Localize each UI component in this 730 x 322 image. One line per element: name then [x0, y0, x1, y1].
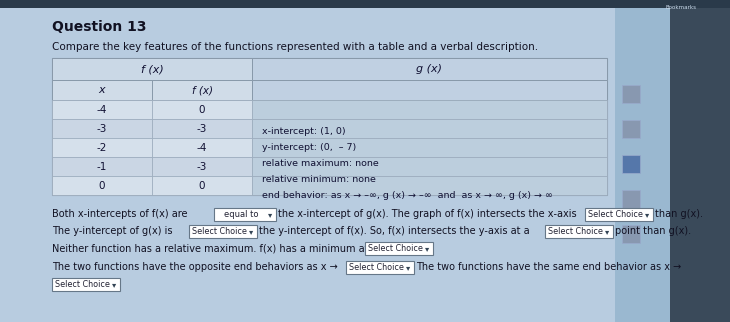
- Text: Select Choice: Select Choice: [588, 210, 642, 219]
- Bar: [0, 0, 730, 8]
- Bar: [152, 176, 252, 195]
- Text: -3: -3: [197, 124, 207, 134]
- Bar: [622, 85, 640, 103]
- Bar: [585, 208, 653, 221]
- Bar: [252, 157, 607, 176]
- Text: ▾: ▾: [645, 210, 649, 219]
- Bar: [252, 138, 607, 157]
- Bar: [152, 80, 252, 100]
- Bar: [252, 58, 607, 80]
- Text: the x-intercept of g(x). The graph of f(x) intersects the x-axis: the x-intercept of g(x). The graph of f(…: [278, 209, 577, 219]
- Text: -1: -1: [97, 162, 107, 172]
- Text: -2: -2: [97, 143, 107, 153]
- Bar: [622, 190, 640, 208]
- Bar: [52, 119, 152, 138]
- Bar: [252, 119, 607, 138]
- Bar: [670, 0, 730, 322]
- Bar: [152, 138, 252, 157]
- Text: The y-intercept of g(x) is: The y-intercept of g(x) is: [52, 226, 172, 236]
- Text: Neither function has a relative maximum. f(x) has a minimum at: Neither function has a relative maximum.…: [52, 243, 369, 253]
- Text: -4: -4: [97, 105, 107, 115]
- Text: ▾: ▾: [249, 227, 253, 236]
- Text: equal to: equal to: [224, 210, 258, 219]
- Text: x: x: [99, 85, 105, 95]
- Text: 0: 0: [199, 181, 205, 191]
- Bar: [52, 278, 120, 291]
- Text: x-intercept: (1, 0): x-intercept: (1, 0): [262, 127, 345, 136]
- Bar: [365, 242, 433, 255]
- Text: Select Choice: Select Choice: [348, 263, 404, 272]
- Bar: [52, 80, 152, 100]
- Text: point than g(x).: point than g(x).: [615, 226, 691, 236]
- Bar: [622, 120, 640, 138]
- Bar: [252, 80, 607, 100]
- Bar: [52, 157, 152, 176]
- Text: the y-intercept of f(x). So, f(x) intersects the y-axis at a: the y-intercept of f(x). So, f(x) inters…: [259, 226, 530, 236]
- Text: g (x): g (x): [417, 64, 442, 74]
- Text: ▾: ▾: [268, 210, 272, 219]
- Text: Question 13: Question 13: [52, 20, 147, 34]
- Text: The two functions have the opposite end behaviors as x →: The two functions have the opposite end …: [52, 262, 338, 272]
- Text: Compare the key features of the functions represented with a table and a verbal : Compare the key features of the function…: [52, 42, 538, 52]
- Text: 0: 0: [99, 181, 105, 191]
- Bar: [622, 155, 640, 173]
- Bar: [252, 100, 607, 119]
- Text: -3: -3: [97, 124, 107, 134]
- Text: -3: -3: [197, 162, 207, 172]
- Bar: [189, 225, 257, 238]
- Text: end behavior: as x → –∞, g (x) → –∞  and  as x → ∞, g (x) → ∞: end behavior: as x → –∞, g (x) → –∞ and …: [262, 191, 553, 200]
- Text: Both x-intercepts of f(x) are: Both x-intercepts of f(x) are: [52, 209, 188, 219]
- Bar: [615, 0, 670, 322]
- Bar: [52, 58, 607, 195]
- Text: y-intercept: (0,  – 7): y-intercept: (0, – 7): [262, 143, 356, 152]
- Text: Select Choice: Select Choice: [191, 227, 247, 236]
- Bar: [622, 225, 640, 243]
- Text: Select Choice: Select Choice: [548, 227, 602, 236]
- Text: 0: 0: [199, 105, 205, 115]
- Bar: [152, 157, 252, 176]
- Bar: [545, 225, 613, 238]
- Bar: [52, 176, 152, 195]
- Text: Bookmarks: Bookmarks: [665, 5, 696, 10]
- Bar: [252, 176, 607, 195]
- Text: ▾: ▾: [425, 244, 429, 253]
- Bar: [52, 100, 152, 119]
- Text: The two functions have the same end behavior as x →: The two functions have the same end beha…: [416, 262, 681, 272]
- Bar: [52, 58, 252, 80]
- Text: relative minimum: none: relative minimum: none: [262, 175, 376, 184]
- Text: Select Choice: Select Choice: [368, 244, 423, 253]
- Bar: [152, 119, 252, 138]
- Text: f (x): f (x): [141, 64, 164, 74]
- Text: ▾: ▾: [406, 263, 410, 272]
- Text: Select Choice: Select Choice: [55, 280, 110, 289]
- Text: f (x): f (x): [191, 85, 212, 95]
- Bar: [346, 261, 414, 274]
- Bar: [52, 138, 152, 157]
- Text: ▾: ▾: [112, 280, 116, 289]
- Text: than g(x).: than g(x).: [655, 209, 703, 219]
- Bar: [214, 208, 276, 221]
- Bar: [152, 100, 252, 119]
- Text: ▾: ▾: [605, 227, 609, 236]
- Text: relative maximum: none: relative maximum: none: [262, 159, 379, 168]
- Text: -4: -4: [197, 143, 207, 153]
- Bar: [0, 0, 615, 322]
